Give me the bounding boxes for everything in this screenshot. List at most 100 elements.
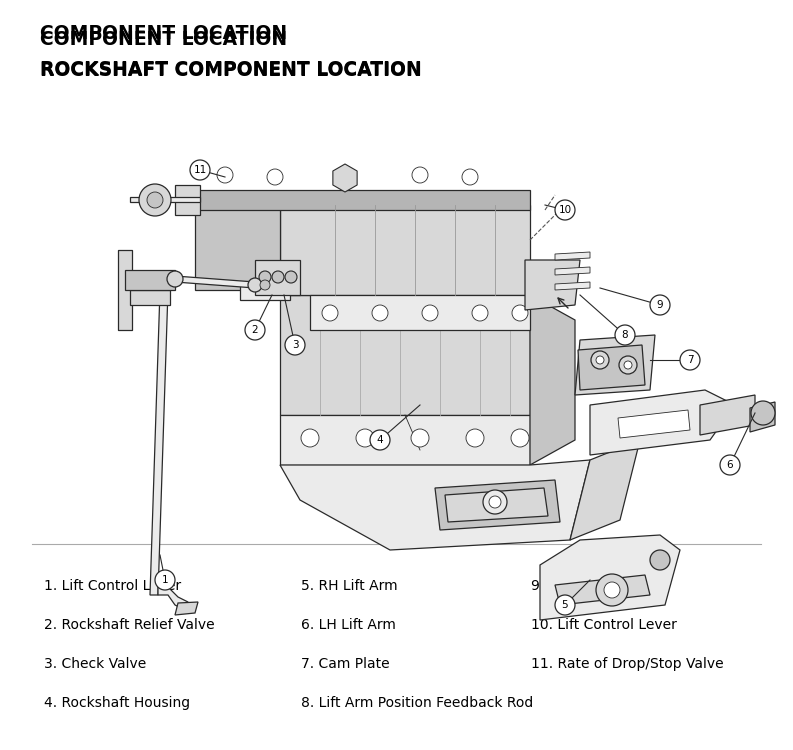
Polygon shape bbox=[125, 270, 175, 290]
Text: 6. LH Lift Arm: 6. LH Lift Arm bbox=[301, 618, 396, 632]
Circle shape bbox=[462, 169, 478, 185]
Circle shape bbox=[604, 582, 620, 598]
Circle shape bbox=[285, 335, 305, 355]
Circle shape bbox=[624, 361, 632, 369]
Circle shape bbox=[272, 271, 284, 283]
Circle shape bbox=[512, 305, 528, 321]
Polygon shape bbox=[590, 390, 735, 455]
Polygon shape bbox=[310, 295, 530, 330]
Circle shape bbox=[596, 574, 628, 606]
Polygon shape bbox=[240, 285, 290, 300]
Circle shape bbox=[650, 295, 670, 315]
Polygon shape bbox=[130, 197, 200, 202]
Polygon shape bbox=[445, 488, 548, 522]
Circle shape bbox=[619, 356, 637, 374]
Polygon shape bbox=[555, 252, 590, 260]
Text: 10: 10 bbox=[558, 205, 572, 215]
Text: 1: 1 bbox=[162, 575, 168, 585]
Circle shape bbox=[422, 305, 438, 321]
Polygon shape bbox=[700, 395, 755, 435]
Polygon shape bbox=[525, 260, 580, 310]
Circle shape bbox=[267, 169, 283, 185]
Text: 8: 8 bbox=[622, 330, 628, 340]
Polygon shape bbox=[555, 267, 590, 275]
Circle shape bbox=[217, 167, 233, 183]
Circle shape bbox=[245, 320, 265, 340]
Text: 3: 3 bbox=[292, 340, 298, 350]
Polygon shape bbox=[280, 205, 530, 295]
Circle shape bbox=[285, 271, 297, 283]
Text: ROCKSHAFT COMPONENT LOCATION: ROCKSHAFT COMPONENT LOCATION bbox=[40, 62, 422, 80]
Circle shape bbox=[190, 160, 210, 180]
Text: 4: 4 bbox=[377, 435, 383, 445]
Circle shape bbox=[412, 167, 428, 183]
Text: 7: 7 bbox=[687, 355, 693, 365]
Circle shape bbox=[720, 455, 740, 475]
Polygon shape bbox=[150, 290, 168, 595]
Circle shape bbox=[483, 490, 507, 514]
Text: 11. Rate of Drop/Stop Valve: 11. Rate of Drop/Stop Valve bbox=[531, 657, 724, 671]
Text: 5. RH Lift Arm: 5. RH Lift Arm bbox=[301, 579, 398, 593]
Polygon shape bbox=[570, 440, 640, 540]
Text: 2: 2 bbox=[251, 325, 259, 335]
Polygon shape bbox=[333, 164, 357, 192]
Circle shape bbox=[555, 595, 575, 615]
Circle shape bbox=[301, 429, 319, 447]
Polygon shape bbox=[118, 250, 132, 330]
Text: 3. Check Valve: 3. Check Valve bbox=[44, 657, 146, 671]
Polygon shape bbox=[280, 295, 530, 415]
Circle shape bbox=[555, 200, 575, 220]
Circle shape bbox=[489, 496, 501, 508]
Text: 8. Lift Arm Position Feedback Rod: 8. Lift Arm Position Feedback Rod bbox=[301, 696, 534, 710]
Polygon shape bbox=[175, 276, 255, 288]
Polygon shape bbox=[280, 460, 590, 550]
Circle shape bbox=[260, 280, 270, 290]
Polygon shape bbox=[175, 185, 200, 215]
Text: 4. Rockshaft Housing: 4. Rockshaft Housing bbox=[44, 696, 190, 710]
Text: 6: 6 bbox=[726, 460, 734, 470]
Text: 1. Lift Control Lever: 1. Lift Control Lever bbox=[44, 579, 181, 593]
Circle shape bbox=[511, 429, 529, 447]
Text: 5: 5 bbox=[561, 600, 569, 610]
Polygon shape bbox=[530, 295, 575, 465]
Circle shape bbox=[259, 271, 271, 283]
Circle shape bbox=[155, 570, 175, 590]
Circle shape bbox=[466, 429, 484, 447]
Circle shape bbox=[248, 278, 262, 292]
Circle shape bbox=[147, 192, 163, 208]
Text: 11: 11 bbox=[193, 165, 207, 175]
Polygon shape bbox=[130, 290, 170, 305]
Text: 10. Lift Control Lever: 10. Lift Control Lever bbox=[531, 618, 677, 632]
Text: COMPONENT LOCATION: COMPONENT LOCATION bbox=[40, 30, 287, 49]
Polygon shape bbox=[175, 602, 198, 615]
Polygon shape bbox=[578, 345, 645, 390]
Circle shape bbox=[411, 429, 429, 447]
Circle shape bbox=[650, 550, 670, 570]
Polygon shape bbox=[575, 335, 655, 395]
Polygon shape bbox=[555, 282, 590, 290]
Circle shape bbox=[322, 305, 338, 321]
Circle shape bbox=[680, 350, 700, 370]
Text: 2. Rockshaft Relief Valve: 2. Rockshaft Relief Valve bbox=[44, 618, 214, 632]
Polygon shape bbox=[555, 575, 650, 605]
Text: 9. Rockshaft Inlet: 9. Rockshaft Inlet bbox=[531, 579, 652, 593]
Polygon shape bbox=[540, 535, 680, 620]
Circle shape bbox=[591, 351, 609, 369]
Polygon shape bbox=[195, 190, 530, 210]
Polygon shape bbox=[195, 205, 280, 290]
Circle shape bbox=[751, 401, 775, 425]
Circle shape bbox=[167, 271, 183, 287]
Polygon shape bbox=[618, 410, 690, 438]
Polygon shape bbox=[750, 402, 775, 432]
Text: ROCKSHAFT COMPONENT LOCATION: ROCKSHAFT COMPONENT LOCATION bbox=[40, 60, 422, 79]
Polygon shape bbox=[255, 260, 300, 295]
Polygon shape bbox=[280, 415, 530, 465]
Text: COMPONENT LOCATION: COMPONENT LOCATION bbox=[40, 24, 287, 43]
Polygon shape bbox=[158, 587, 188, 610]
Text: 9: 9 bbox=[657, 300, 663, 310]
Circle shape bbox=[370, 430, 390, 450]
Circle shape bbox=[472, 305, 488, 321]
Polygon shape bbox=[435, 480, 560, 530]
Circle shape bbox=[139, 184, 171, 216]
Circle shape bbox=[596, 356, 604, 364]
